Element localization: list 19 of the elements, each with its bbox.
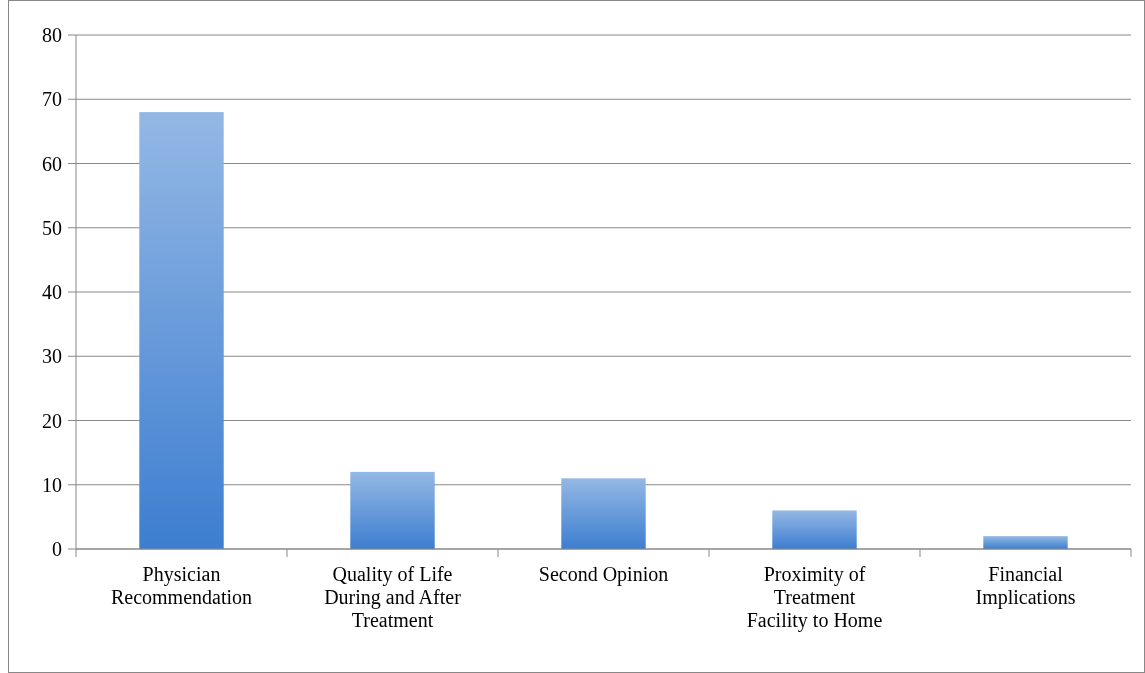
bar bbox=[561, 478, 646, 549]
y-tick-label: 70 bbox=[42, 88, 62, 111]
y-tick-label: 80 bbox=[42, 24, 62, 46]
x-tick-label: Quality of Life During and After Treatment bbox=[324, 563, 462, 631]
y-tick-label: 10 bbox=[42, 473, 62, 496]
x-tick-label: Second Opinion bbox=[538, 563, 669, 586]
bar bbox=[350, 471, 435, 549]
y-tick-label: 0 bbox=[52, 538, 62, 560]
x-tick-label: Financial Implications bbox=[975, 563, 1076, 609]
x-tick-label: Physician Recommendation bbox=[110, 563, 253, 608]
x-tick-label: Proximity of Treatment Facility to Home bbox=[746, 563, 883, 632]
y-tick-label: 20 bbox=[42, 409, 62, 432]
y-tick-label: 30 bbox=[42, 345, 62, 368]
bar bbox=[983, 536, 1068, 549]
y-tick-label: 50 bbox=[42, 216, 62, 239]
y-tick-label: 60 bbox=[42, 152, 62, 175]
bar bbox=[772, 510, 857, 549]
bar bbox=[139, 112, 224, 549]
y-tick-label: 40 bbox=[42, 281, 62, 303]
